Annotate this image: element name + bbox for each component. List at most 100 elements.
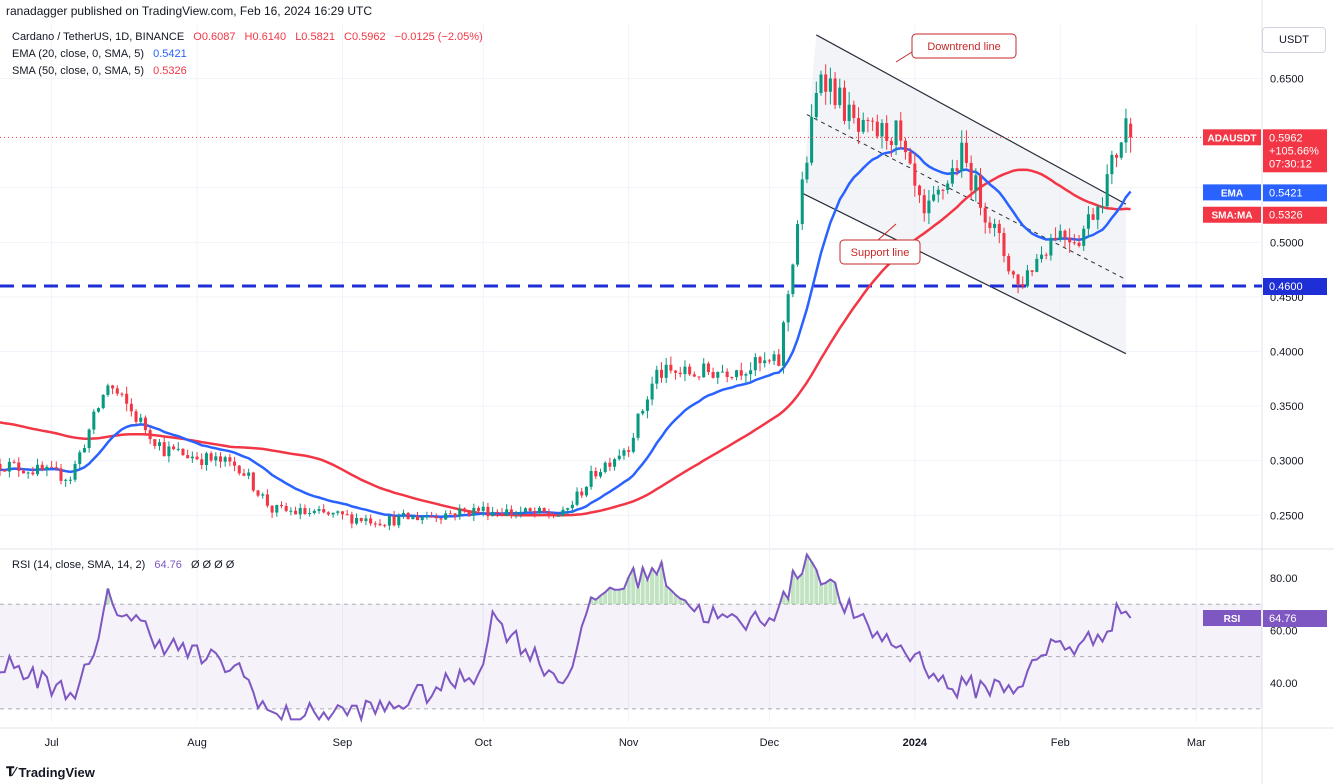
candle-body (125, 393, 129, 404)
candle-body (880, 123, 884, 137)
candle-body (190, 456, 194, 459)
candle-body (430, 516, 434, 518)
rsi-tag[interactable]: RSI 64.76 (1203, 610, 1327, 628)
last-price-tag-bg (1263, 129, 1327, 173)
candle-body (537, 507, 542, 513)
candle-body (781, 322, 785, 366)
candle-body (514, 513, 518, 515)
candle-body (824, 74, 828, 92)
candle-body (1044, 254, 1048, 256)
candle-body (603, 462, 607, 472)
support-line[interactable] (801, 192, 1127, 355)
level-tag[interactable]: 0.4600 (1263, 278, 1327, 295)
price-tick-label: 0.3500 (1270, 401, 1304, 413)
candle-body (589, 470, 593, 487)
candle-body (162, 442, 166, 457)
candle-body (847, 104, 851, 121)
candle-body (833, 78, 837, 106)
candle-body (875, 121, 879, 137)
candle-body (674, 370, 678, 373)
candle-body (153, 439, 157, 446)
candle-body (401, 512, 405, 516)
last-price-tag[interactable]: ADAUSDT 0.5962+105.66%07:30:12 (1203, 129, 1327, 173)
candle-body (936, 189, 940, 195)
price-channel (801, 34, 1127, 355)
candle-body (871, 120, 875, 122)
candle-body (622, 450, 626, 456)
candle-body (186, 455, 190, 459)
rsi-tick-label: 60.00 (1270, 625, 1298, 637)
rsi-tick-label: 40.00 (1270, 678, 1298, 690)
sma-legend[interactable]: SMA (50, close, 0, SMA, 5) 0.5326 (12, 65, 187, 77)
time-axis: Jul Aug Sep Oct Nov Dec 2024 Feb Mar (45, 737, 1207, 749)
candle-body (434, 516, 438, 519)
candle-body (228, 457, 232, 462)
candle-body (500, 513, 504, 516)
time-tick-label: Nov (619, 737, 639, 749)
candle-body (1002, 233, 1006, 257)
candle-body (1030, 270, 1034, 272)
candle-body (233, 461, 237, 466)
candle-body (491, 511, 495, 517)
ema-tag-line: 0.5421 (1269, 187, 1303, 199)
sma-tag[interactable]: SMA:MA 0.5326 (1203, 206, 1327, 224)
candle-body (993, 223, 997, 228)
candle-body (688, 366, 692, 375)
candle-body (735, 370, 739, 378)
price-tick-label: 0.6500 (1270, 74, 1304, 86)
candle-body (1035, 258, 1039, 272)
downtrend-callout[interactable]: Downtrend line (911, 33, 1017, 59)
candle-body (448, 513, 452, 515)
price-tick-label: 0.2500 (1270, 510, 1304, 522)
ema-20-line (0, 147, 1132, 519)
candle-body (927, 200, 931, 214)
downtrend-line[interactable] (816, 34, 1127, 205)
candle-body (669, 364, 673, 371)
support-callout[interactable]: Support line (839, 239, 921, 265)
candle-body (1100, 206, 1105, 208)
annotations: Downtrend line Support line (839, 33, 1017, 265)
candle-body (725, 371, 729, 377)
candle-body (636, 413, 640, 438)
candle-body (172, 446, 176, 450)
ema-legend[interactable]: EMA (20, close, 0, SMA, 5) 0.5421 (12, 48, 187, 60)
ohlc-close: C0.5962 (344, 31, 386, 43)
candle-body (767, 360, 771, 362)
rsi-legend[interactable]: RSI (14, close, SMA, 14, 2) 64.76 Ø Ø Ø … (12, 559, 234, 571)
candle-body (983, 207, 987, 223)
candle-body (969, 162, 973, 191)
candle-body (458, 508, 462, 517)
time-tick-label: Sep (333, 737, 353, 749)
currency-button[interactable]: USDT (1262, 27, 1326, 53)
ohlc-low: L0.5821 (295, 31, 335, 43)
candle-body (265, 494, 269, 506)
candle-body (575, 491, 579, 505)
candle-body (218, 456, 223, 462)
symbol-legend[interactable]: Cardano / TetherUS, 1D, BINANCE O0.6087 … (12, 31, 483, 43)
candle-body (974, 175, 978, 191)
candle-body (1096, 206, 1100, 220)
candle-body (472, 507, 476, 516)
candle-body (12, 461, 16, 463)
candle-body (477, 507, 481, 511)
time-tick-label: Jul (45, 737, 59, 749)
candle-body (899, 120, 903, 141)
ema-tag-bg (1263, 184, 1327, 202)
candle-body (720, 371, 725, 373)
candle-body (223, 457, 227, 462)
sma-legend-value: 0.5326 (153, 65, 187, 77)
ema-tag[interactable]: EMA 0.5421 (1203, 184, 1327, 202)
downtrend-callout-text: Downtrend line (927, 41, 1000, 53)
rsi-panel (0, 552, 1262, 723)
candle-body (1007, 256, 1011, 272)
candle-body (181, 448, 185, 456)
candle-body (1072, 242, 1076, 244)
candle-body (955, 168, 959, 172)
candle-body (387, 515, 391, 526)
candle-body (322, 509, 326, 513)
candle-body (641, 410, 645, 414)
candle-body (204, 453, 208, 465)
candle-body (580, 491, 584, 496)
candle-body (251, 472, 255, 491)
